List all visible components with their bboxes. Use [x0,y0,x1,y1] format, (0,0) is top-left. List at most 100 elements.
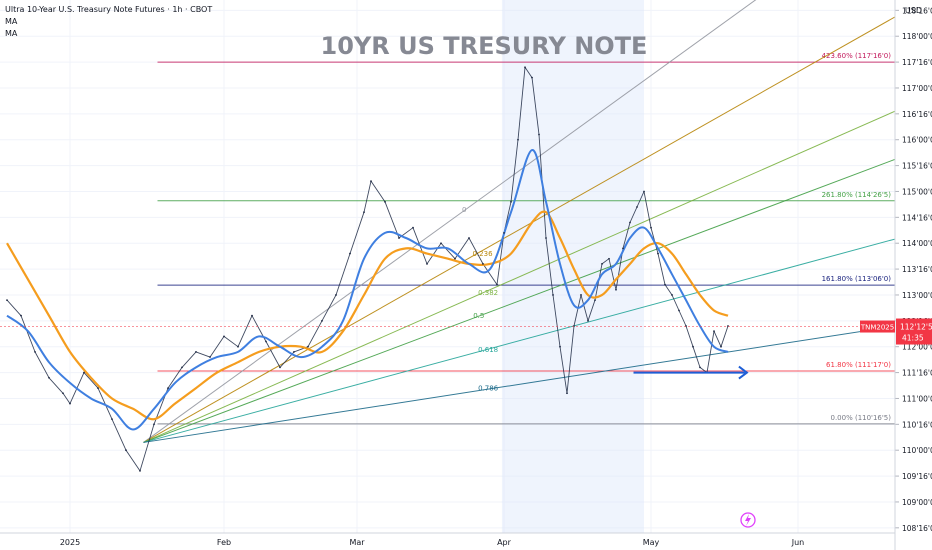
price-point [552,294,554,296]
symbol-line[interactable]: Ultra 10-Year U.S. Treasury Note Futures… [5,5,213,14]
price-tick-label: 118'16'0 [902,6,932,15]
fib-fan-ray[interactable] [143,158,896,443]
time-tick-label: Jun [791,538,805,547]
fib-level-label: 61.80% (111'17'0) [826,361,891,369]
price-point [370,180,372,183]
fib-level-label: 0.00% (110'16'5) [831,414,892,422]
grid [0,0,895,533]
price-point [223,335,225,338]
price-point [503,231,505,234]
fib-fan-label: 0.236 [473,250,494,258]
price-point [181,366,183,369]
price-point [209,356,211,358]
fib-fan-ray[interactable] [143,0,896,443]
price-point [307,345,309,348]
ma-slow-line[interactable] [6,210,729,421]
price-tick-label: 113'00'0 [902,291,932,300]
ma-indicator-2[interactable]: MA [5,29,18,38]
price-tick-label: 111'00'0 [902,394,932,403]
price-point [321,319,323,322]
symbol-badge[interactable] [860,320,895,333]
price-point [517,138,519,141]
price-point [538,133,540,136]
price-point [6,299,8,302]
price-tick-label: 113'16'0 [902,265,932,274]
price-point [384,200,386,203]
price-point [83,371,85,374]
price-tick-label: 109'00'0 [902,498,932,507]
price-tick-label: 117'00'0 [902,84,932,93]
fib-fan-label: 0.618 [478,346,498,354]
symbol-badge-label: TNM2025 [860,324,894,332]
price-tick-label: 116'00'0 [902,136,932,145]
price-point [559,345,561,348]
price-point [636,206,638,208]
time-tick-label: Feb [217,538,231,547]
price-point [482,263,484,265]
price-tick-label: 112'00'0 [902,343,932,352]
fib-fan-label: 0 [462,206,466,214]
price-point [412,226,414,229]
fib-fan-ray[interactable] [143,238,896,443]
price-point [601,263,603,265]
price-point [20,314,22,317]
price-point [608,257,610,260]
price-point [440,242,442,245]
price-tick-label: 115'16'0 [902,162,932,171]
price-point [153,423,155,426]
price-point [622,247,624,250]
price-point [398,237,400,239]
price-tick-label: 114'16'0 [902,213,932,222]
price-tick-label: 116'16'0 [902,110,932,119]
fib-fan-ray[interactable] [143,325,896,443]
last-price-badge[interactable] [896,318,932,345]
price-point [713,330,715,333]
price-tick-label: 110'16'0 [902,420,932,429]
price-point [496,283,498,286]
chart-legend: Ultra 10-Year U.S. Treasury Note Futures… [5,4,212,40]
ma-indicator-1[interactable]: MA [5,17,18,26]
fib-fan-label: 0.786 [478,385,499,393]
lightning-glyph-icon [745,514,751,526]
price-point [111,418,113,421]
price-point [363,211,365,214]
price-point [594,299,596,302]
time-tick-label: Apr [497,538,512,547]
price-point [237,345,239,348]
price-point [349,252,351,255]
time-tick-label: Mar [349,538,365,547]
price-point [531,76,533,79]
price-point [34,350,36,353]
fib-level-label: 161.80% (113'06'0) [822,275,892,283]
price-tick-label: 117'16'0 [902,58,932,67]
arrow-head[interactable] [738,365,749,380]
price-point [251,314,253,317]
series-group [6,66,729,472]
price-tick-label: 118'00'0 [902,32,932,41]
last-price-value: 112'12'5 [900,323,932,332]
ma-fast-line[interactable] [6,149,729,431]
countdown-label: 41:35 [902,334,924,343]
fib-level-label: 423.60% (117'16'0) [822,52,892,60]
price-point [62,392,64,395]
price-point [48,376,50,379]
time-tick-label: 2025 [60,538,80,547]
price-point [69,402,71,405]
price-point [510,200,512,203]
chart-title: 10YR US TRESURY NOTE [321,32,648,60]
price-point [629,221,631,224]
fib-fan-ray[interactable] [143,16,896,443]
fib-level-label: 261.80% (114'26'5) [822,191,892,199]
price-point [426,263,428,265]
price-point [671,294,673,296]
fib-fan-ray[interactable] [143,110,896,443]
price-point [265,340,267,343]
arrow-annotation[interactable] [633,365,749,380]
price-point [699,366,701,369]
price-series-line[interactable] [6,66,729,472]
price-point [524,66,526,69]
currency-label[interactable]: USD [904,6,922,15]
price-point [657,252,659,255]
